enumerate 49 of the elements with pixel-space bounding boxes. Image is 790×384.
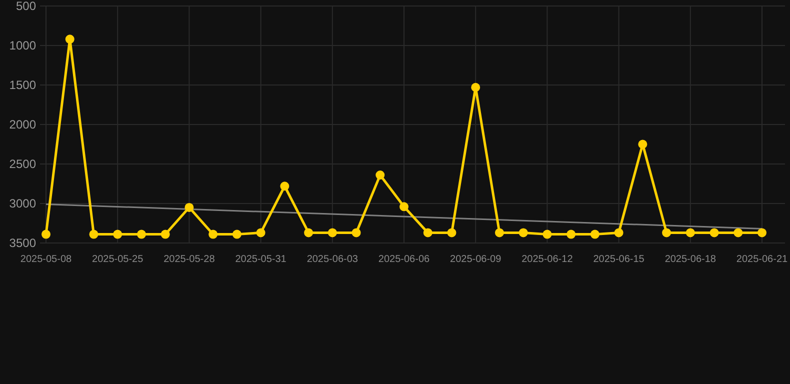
point — [328, 228, 337, 238]
point — [184, 202, 194, 212]
point — [352, 228, 361, 238]
point — [304, 228, 314, 238]
point — [400, 202, 408, 212]
y-tick-label: 2500 — [9, 157, 36, 172]
point — [447, 228, 456, 238]
point — [208, 230, 218, 239]
point — [160, 230, 170, 239]
x-tick-label: 2025-05-31 — [235, 254, 287, 265]
x-tick-label: 2025-06-18 — [664, 254, 716, 265]
point — [42, 230, 50, 239]
point — [256, 228, 266, 238]
x-tick-label: 2025-05-25 — [92, 254, 144, 265]
point — [423, 228, 432, 238]
point — [566, 230, 576, 239]
x-tick-label: 2025-05-28 — [164, 254, 216, 265]
point — [518, 228, 528, 238]
point — [542, 230, 552, 239]
point — [280, 182, 290, 191]
point — [494, 228, 504, 238]
x-tick-label: 2025-05-08 — [20, 254, 72, 265]
y-tick-label: 2000 — [9, 118, 36, 132]
point — [614, 228, 624, 238]
y-tick-label: 500 — [16, 0, 36, 14]
point — [376, 170, 385, 180]
x-tick-label: 2025-06-09 — [450, 254, 502, 265]
point — [662, 228, 672, 238]
point — [638, 140, 648, 149]
x-tick-label: 2025-06-21 — [736, 254, 788, 265]
y-tick-label: 3500 — [9, 236, 36, 250]
y-tick-label: 1500 — [9, 78, 36, 92]
point — [65, 34, 74, 44]
point — [136, 230, 146, 239]
y-tick-label: 3000 — [9, 196, 36, 211]
point — [710, 228, 719, 238]
point — [590, 230, 600, 239]
x-tick-label: 2025-06-12 — [522, 254, 574, 265]
point — [89, 230, 98, 239]
point — [758, 228, 766, 238]
x-tick-label: 2025-06-15 — [593, 254, 645, 265]
point — [471, 82, 480, 92]
x-tick-label: 2025-06-03 — [306, 254, 358, 265]
point — [232, 230, 242, 239]
point — [686, 228, 695, 238]
point — [113, 230, 122, 239]
y-tick-label: 1000 — [9, 38, 36, 53]
point — [734, 228, 743, 238]
x-tick-label: 2025-06-06 — [378, 254, 430, 265]
